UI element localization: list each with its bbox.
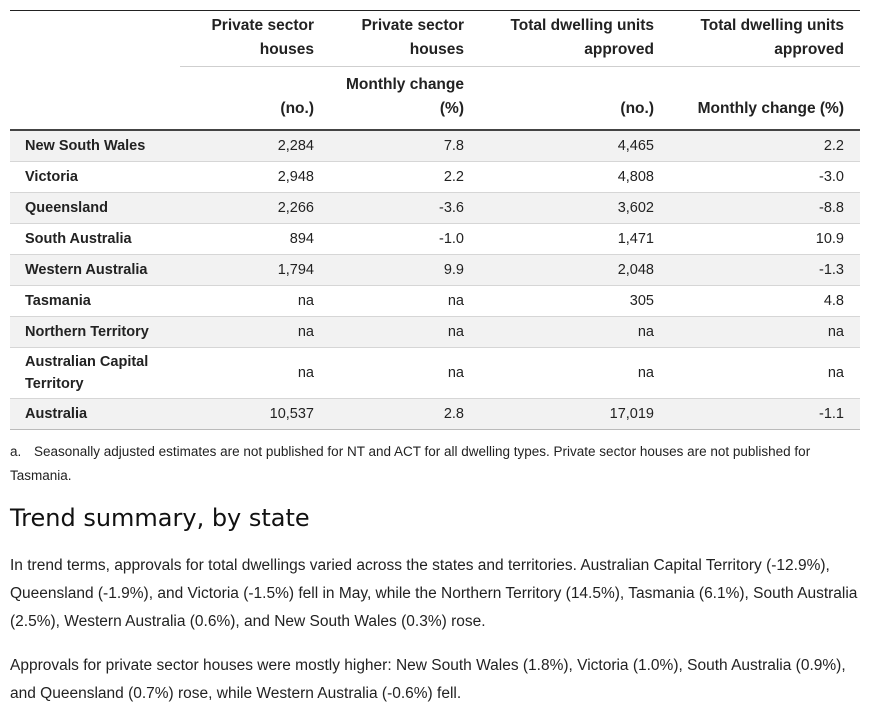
tdu-number-cell: 3,602 bbox=[480, 192, 670, 224]
footnote-marker: a. bbox=[10, 444, 22, 459]
header-col1-sub: (no.) bbox=[180, 66, 330, 130]
table-row: South Australia 894 -1.0 1,471 10.9 bbox=[10, 223, 860, 255]
table-row: Western Australia 1,794 9.9 2,048 -1.3 bbox=[10, 254, 860, 286]
table-row: Australian Capital Territory na na na na bbox=[10, 347, 860, 399]
psh-number-cell: 10,537 bbox=[180, 398, 330, 430]
tdu-number-cell: 4,808 bbox=[480, 161, 670, 193]
header-col4-top: Total dwelling units approved bbox=[700, 17, 844, 58]
tdu-change-cell: 10.9 bbox=[670, 223, 860, 255]
psh-change-cell: na bbox=[330, 316, 480, 348]
psh-change-cell: -3.6 bbox=[330, 192, 480, 224]
header-row-sub: (no.) Monthly change (%) (no.) Monthly c… bbox=[10, 66, 860, 131]
psh-number-cell: 2,266 bbox=[180, 192, 330, 224]
psh-number-cell: 2,284 bbox=[180, 130, 330, 162]
state-cell: Northern Territory bbox=[10, 316, 180, 348]
tdu-number-cell: 4,465 bbox=[480, 130, 670, 162]
psh-change-cell: 2.8 bbox=[330, 398, 480, 430]
psh-change-cell: na bbox=[330, 347, 480, 399]
header-col2-top: Private sector houses bbox=[361, 17, 464, 58]
state-cell: Victoria bbox=[10, 161, 180, 193]
tdu-number-cell: 17,019 bbox=[480, 398, 670, 430]
psh-change-cell: -1.0 bbox=[330, 223, 480, 255]
tdu-change-cell: -8.8 bbox=[670, 192, 860, 224]
header-col1-top: Private sector houses bbox=[211, 17, 314, 58]
table-row-total: Australia 10,537 2.8 17,019 -1.1 bbox=[10, 398, 860, 430]
footnote-text: Seasonally adjusted estimates are not pu… bbox=[10, 444, 811, 483]
table-row: Victoria 2,948 2.2 4,808 -3.0 bbox=[10, 161, 860, 193]
header-col3-top: Total dwelling units approved bbox=[510, 17, 654, 58]
psh-change-cell: 9.9 bbox=[330, 254, 480, 286]
tdu-number-cell: 1,471 bbox=[480, 223, 670, 255]
paragraph-private-houses: Approvals for private sector houses were… bbox=[10, 657, 846, 702]
psh-number-cell: na bbox=[180, 347, 330, 399]
header-state-blank bbox=[10, 10, 180, 67]
state-cell: Australia bbox=[10, 398, 180, 430]
header-state-sub-blank bbox=[10, 67, 180, 131]
psh-change-cell: na bbox=[330, 285, 480, 317]
tdu-number-cell: na bbox=[480, 316, 670, 348]
psh-number-cell: 2,948 bbox=[180, 161, 330, 193]
state-cell: South Australia bbox=[10, 223, 180, 255]
psh-number-cell: 894 bbox=[180, 223, 330, 255]
header-col2-sub: Monthly change (%) bbox=[330, 66, 480, 130]
psh-number-cell: na bbox=[180, 285, 330, 317]
header-col3-sub: (no.) bbox=[480, 66, 670, 130]
dwelling-approvals-table: Private sector houses Private sector hou… bbox=[10, 10, 860, 430]
state-cell: Tasmania bbox=[10, 285, 180, 317]
table-row: Northern Territory na na na na bbox=[10, 316, 860, 348]
psh-change-cell: 2.2 bbox=[330, 161, 480, 193]
tdu-number-cell: na bbox=[480, 347, 670, 399]
tdu-change-cell: 4.8 bbox=[670, 285, 860, 317]
psh-change-cell: 7.8 bbox=[330, 130, 480, 162]
paragraph-total-dwellings: In trend terms, approvals for total dwel… bbox=[10, 557, 858, 630]
tdu-change-cell: na bbox=[670, 316, 860, 348]
tdu-number-cell: 2,048 bbox=[480, 254, 670, 286]
tdu-change-cell: na bbox=[670, 347, 860, 399]
state-cell: New South Wales bbox=[10, 130, 180, 162]
table-footnote: a. Seasonally adjusted estimates are not … bbox=[10, 440, 862, 488]
state-cell: Queensland bbox=[10, 192, 180, 224]
psh-number-cell: 1,794 bbox=[180, 254, 330, 286]
state-cell: Australian Capital Territory bbox=[10, 347, 180, 399]
section-heading: Trend summary, by state bbox=[10, 504, 310, 532]
table-row: New South Wales 2,284 7.8 4,465 2.2 bbox=[10, 130, 860, 162]
psh-number-cell: na bbox=[180, 316, 330, 348]
tdu-change-cell: -3.0 bbox=[670, 161, 860, 193]
tdu-change-cell: -1.1 bbox=[670, 398, 860, 430]
table-row: Queensland 2,266 -3.6 3,602 -8.8 bbox=[10, 192, 860, 224]
table-row: Tasmania na na 305 4.8 bbox=[10, 285, 860, 317]
tdu-change-cell: -1.3 bbox=[670, 254, 860, 286]
tdu-number-cell: 305 bbox=[480, 285, 670, 317]
header-row-top: Private sector houses Private sector hou… bbox=[10, 10, 860, 67]
header-col4-sub: Monthly change (%) bbox=[670, 66, 860, 130]
tdu-change-cell: 2.2 bbox=[670, 130, 860, 162]
state-cell: Western Australia bbox=[10, 254, 180, 286]
